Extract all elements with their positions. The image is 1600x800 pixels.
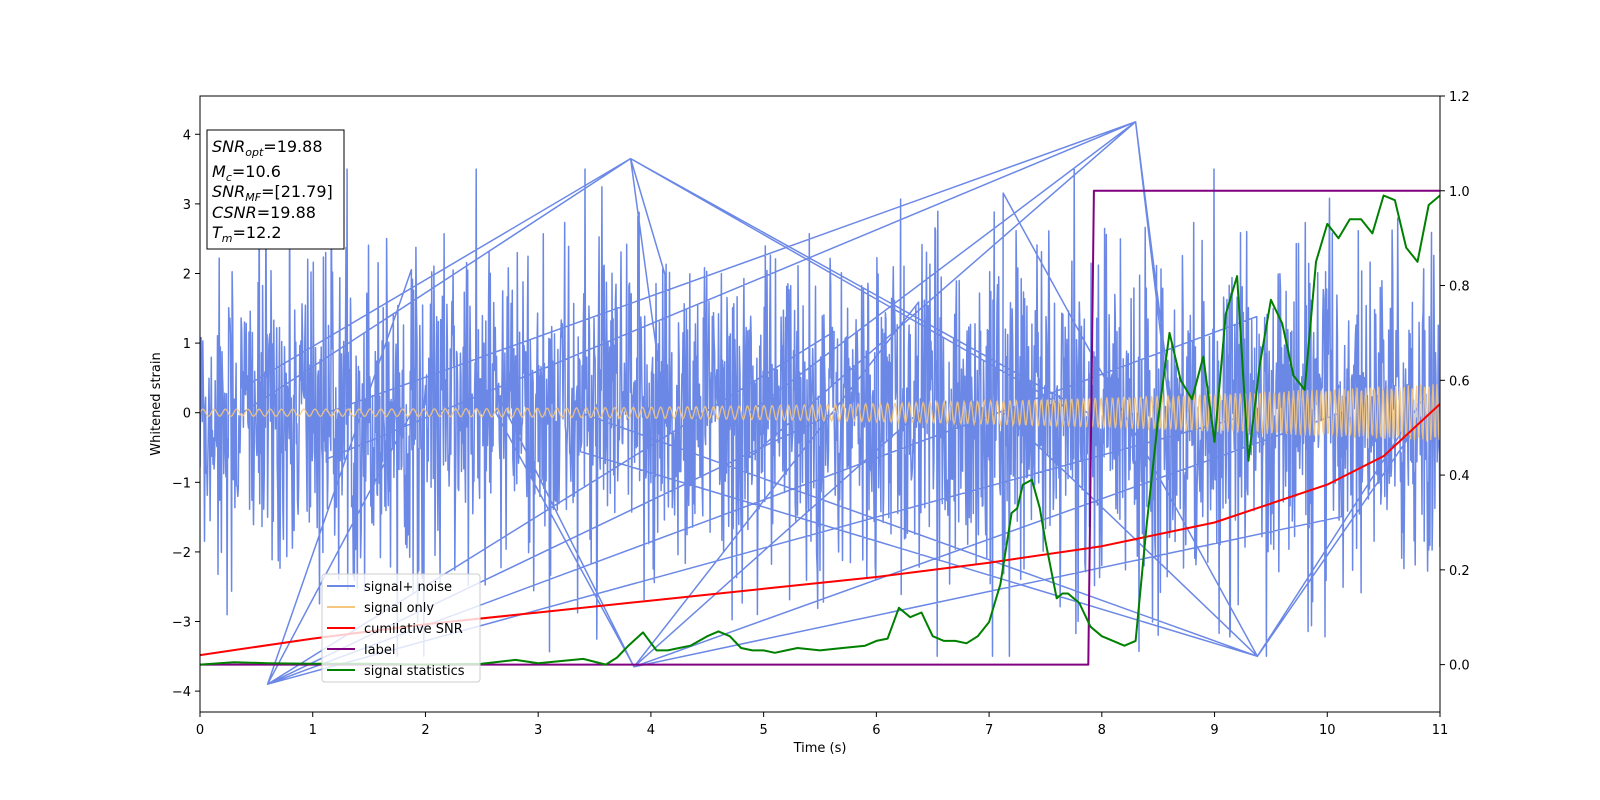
series-signal-statistics: [200, 194, 1440, 666]
x-tick-label: 7: [985, 723, 993, 738]
y-tick-label: −4: [172, 685, 191, 700]
legend-label: signal statistics: [364, 664, 465, 679]
y2-tick-label: 0.2: [1449, 564, 1470, 579]
annotation-line: CSNR=19.88: [212, 203, 316, 222]
y-tick-label: 1: [183, 337, 191, 352]
series-signal-only: [200, 383, 1440, 442]
y-tick-label: 2: [183, 267, 191, 282]
x-tick-label: 5: [759, 723, 767, 738]
x-tick-label: 10: [1319, 723, 1336, 738]
y2-tick-label: 0.8: [1449, 280, 1470, 295]
y2-tick-label: 1.2: [1449, 90, 1470, 105]
x-tick-label: 9: [1210, 723, 1218, 738]
annotation-line: SNRopt=19.88: [212, 137, 323, 159]
x-tick-label: 3: [534, 723, 542, 738]
x-tick-label: 1: [309, 723, 317, 738]
x-tick-label: 11: [1432, 723, 1449, 738]
y-tick-label: 0: [183, 407, 191, 422]
legend-label: signal only: [364, 601, 434, 616]
x-tick-label: 2: [421, 723, 429, 738]
axes-frame: [199, 95, 1441, 713]
legend-label: cumilative SNR: [364, 622, 463, 637]
x-tick-label: 6: [872, 723, 880, 738]
annotation-line: Mc=10.6: [212, 162, 281, 184]
series-signal-noise: [200, 121, 1440, 685]
annotation-box: SNRopt=19.88 Mc=10.6SNRMF=[21.79]CSNR=19.…: [206, 129, 345, 250]
y2-tick-label: 0.4: [1449, 469, 1470, 484]
legend: signal+ noise signal only cumilative SNR la…: [321, 573, 481, 683]
legend-label: signal+ noise: [364, 580, 452, 595]
annotation-frame: [206, 129, 345, 250]
y2-tick-label: 0.0: [1449, 659, 1470, 674]
x-tick-label: 0: [196, 723, 204, 738]
legend-frame: [321, 573, 481, 683]
annotation-line: SNRMF=[21.79]: [212, 182, 333, 204]
axes: 0 1 2 3 4 5 6 7 8 9 10 11 −4 −3 −2 −1 0 1 2 3 4 0.0 0.2 0.4 0.6 0…: [172, 90, 1470, 738]
annotation-line: Tm=12.2: [212, 223, 282, 245]
x-tick-label: 4: [647, 723, 655, 738]
y-tick-label: −2: [172, 546, 191, 561]
y-tick-label: −1: [172, 476, 191, 491]
y-axis-label: Whitened strain: [149, 352, 164, 455]
series-label: [200, 189, 1440, 666]
legend-label: label: [364, 643, 395, 658]
y2-tick-label: 0.6: [1449, 374, 1470, 389]
y-tick-label: −3: [172, 616, 191, 631]
y-tick-label: 3: [183, 198, 191, 213]
x-tick-label: 8: [1098, 723, 1106, 738]
x-axis-label: Time (s): [793, 741, 847, 756]
y2-tick-label: 1.0: [1449, 185, 1470, 200]
y-tick-label: 4: [183, 128, 191, 143]
